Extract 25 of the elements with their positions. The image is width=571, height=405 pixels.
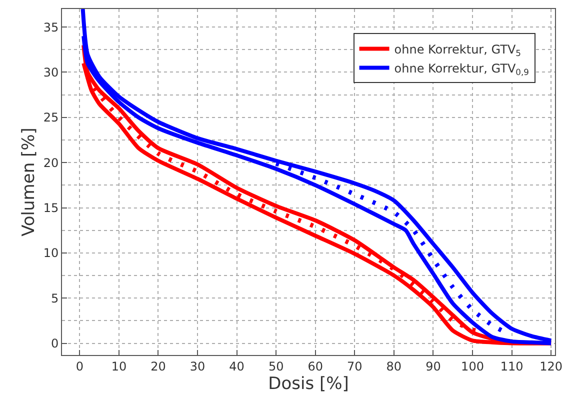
y-tick-label: 35	[43, 20, 59, 34]
y-axis-title: Volumen [%]	[18, 128, 39, 236]
x-tick-label: 80	[386, 359, 402, 374]
y-tick-label: 15	[43, 200, 59, 215]
x-tick-label: 30	[190, 359, 206, 374]
y-tick-label: 0	[50, 336, 59, 350]
legend-label: ohne Korrektur, GTV$_{5}$	[394, 42, 521, 58]
x-axis-title: Dosis [%]	[268, 374, 349, 394]
x-tick-label: 10	[111, 359, 127, 374]
x-tick-label: 90	[426, 359, 441, 374]
x-tick-label: 20	[150, 359, 166, 374]
y-tick-label: 5	[50, 291, 59, 306]
x-tick-label: 60	[308, 359, 324, 374]
y-tick-label: 20	[43, 156, 59, 170]
x-tick-label: 0	[76, 359, 84, 374]
y-tick-label: 10	[43, 246, 59, 260]
x-tick-label: 100	[461, 359, 484, 374]
legend-label: ohne Korrektur, GTV$_{0,9}$	[394, 61, 529, 77]
y-tick-label: 25	[43, 110, 59, 125]
y-tick-label: 30	[43, 65, 59, 80]
x-tick-label: 40	[229, 359, 244, 374]
x-tick-label: 50	[268, 359, 284, 374]
x-tick-label: 70	[347, 359, 362, 374]
x-tick-label: 120	[540, 359, 563, 374]
x-tick-label: 110	[500, 359, 524, 374]
